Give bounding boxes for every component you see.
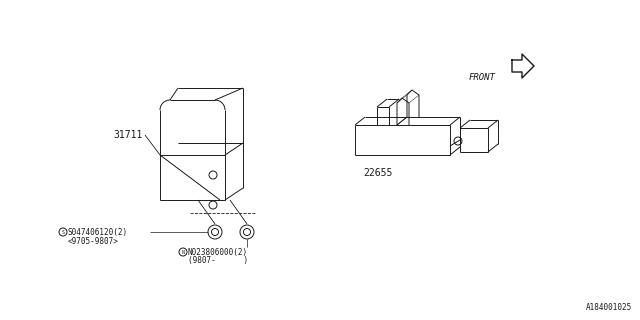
Text: S: S — [61, 229, 65, 235]
Text: FRONT: FRONT — [468, 73, 495, 82]
Text: N: N — [182, 250, 184, 254]
Text: (9807-      ): (9807- ) — [188, 257, 248, 266]
Text: A184001025: A184001025 — [586, 303, 632, 312]
Text: N023806000(2): N023806000(2) — [188, 247, 248, 257]
Text: 31711: 31711 — [114, 130, 143, 140]
Text: S047406120(2): S047406120(2) — [68, 228, 128, 236]
Text: 22655: 22655 — [363, 168, 392, 178]
Text: <9705-9807>: <9705-9807> — [68, 236, 119, 245]
